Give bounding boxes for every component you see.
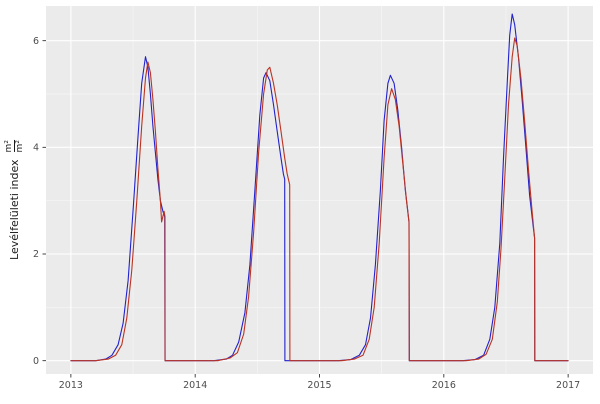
x-tick-label: 2013 <box>59 380 83 391</box>
x-tick-label: 2015 <box>307 380 331 391</box>
y-axis-label-text: Levélfelületi index <box>8 159 22 260</box>
series-red-line <box>70 37 569 362</box>
y-axis-unit-fraction: m² m² <box>4 140 26 153</box>
y-tick-label: 4 <box>33 143 39 154</box>
y-tick-label: 2 <box>33 249 39 260</box>
y-tick-label: 0 <box>33 356 39 367</box>
y-axis-label: Levélfelületi index m² m² <box>4 140 26 260</box>
unit-denominator: m² <box>14 140 26 153</box>
x-tick-label: 2014 <box>183 380 207 391</box>
y-tick-label: 6 <box>33 36 39 47</box>
x-tick-label: 2017 <box>556 380 580 391</box>
x-tick-label: 2016 <box>432 380 456 391</box>
unit-numerator: m² <box>4 140 14 153</box>
